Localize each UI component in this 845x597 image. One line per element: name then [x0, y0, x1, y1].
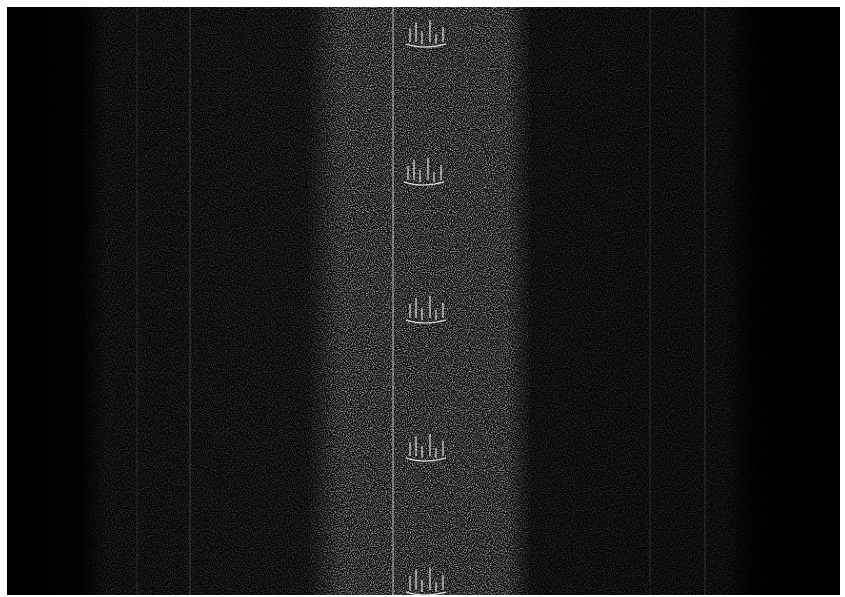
body: [0, 0, 845, 597]
waterfall-view: [0, 0, 845, 597]
noise-band: [7, 7, 840, 595]
page: Waterfall {} html, body { margin: 0; pad…: [0, 0, 845, 597]
